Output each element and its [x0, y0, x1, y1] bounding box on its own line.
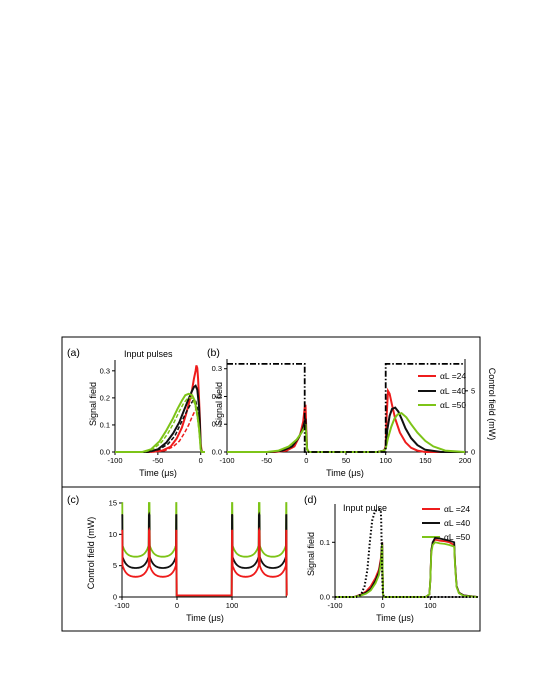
legend-label-40: αL =40	[444, 518, 470, 528]
series-line	[227, 411, 466, 453]
x-tick-label: 150	[419, 456, 432, 465]
y-tick-label: 5	[113, 561, 117, 570]
series-line	[115, 392, 205, 453]
series-line	[121, 511, 288, 597]
series-line	[227, 406, 465, 453]
panel-b-ylabel: Signal field	[214, 382, 224, 426]
control-field-line	[227, 362, 465, 453]
x-tick-label: 0	[175, 601, 179, 610]
input-pulse-line	[335, 508, 478, 598]
legend-label-24: αL =24	[440, 371, 466, 381]
x-tick-label: -50	[152, 456, 163, 465]
series-line	[115, 399, 205, 453]
y-tick-label: 0	[113, 593, 117, 602]
panel-b-legend: αL =24 αL =40 αL =50	[418, 371, 466, 410]
y-tick-label: 0.3	[100, 366, 110, 375]
x-tick-label: 0	[381, 601, 385, 610]
y-tick-label: 0.2	[212, 392, 222, 401]
y-tick-label: 0.0	[320, 593, 330, 602]
panel-a-ylabel: Signal field	[88, 382, 98, 426]
y-tick-label: 0.2	[100, 393, 110, 402]
panel-a-annotation: Input pulses	[124, 349, 173, 359]
series-line	[121, 502, 288, 597]
y-tick-label: 0.0	[100, 448, 110, 457]
legend-label-50: αL =50	[444, 532, 470, 542]
series-line	[115, 406, 205, 453]
legend-label-24: αL =24	[444, 504, 470, 514]
panel-b-label: (b)	[207, 347, 220, 359]
x-tick-label: 100	[379, 456, 392, 465]
x-tick-label: -100	[219, 456, 234, 465]
panel-d-ylabel: Signal field	[306, 532, 316, 576]
panel-c-xlabel: Time (μs)	[186, 613, 224, 623]
panel-b-ylabel-right: Control field (mW)	[487, 368, 497, 441]
y-tick-label: 0.3	[212, 364, 222, 373]
y-tick-label-right: 0	[471, 448, 475, 457]
y-tick-label: 0.1	[212, 420, 222, 429]
panel-a-xlabel: Time (μs)	[139, 468, 177, 478]
y-tick-label: 0.1	[100, 420, 110, 429]
x-tick-label: 100	[226, 601, 239, 610]
panel-a-label: (a)	[67, 347, 80, 359]
panel-d-legend: αL =24 αL =40 αL =50	[422, 504, 470, 542]
x-tick-label: -100	[327, 601, 342, 610]
panel-b-xlabel: Time (μs)	[326, 468, 364, 478]
x-tick-label: -50	[261, 456, 272, 465]
y-tick-label: 0.1	[320, 538, 330, 547]
legend-label-40: αL =40	[440, 386, 466, 396]
series-line	[335, 541, 479, 598]
x-tick-label: 0	[304, 456, 308, 465]
plot-layer: -100 -50 00.00.10.20.3-100 -50 0 50 100 150 2000…	[100, 359, 479, 610]
x-tick-label: 50	[342, 456, 350, 465]
series-line	[121, 526, 288, 597]
legend-label-50: αL =50	[440, 400, 466, 410]
y-tick-label: 10	[109, 530, 117, 539]
y-tick-label-right: 5	[471, 386, 475, 395]
panel-d-label: (d)	[304, 494, 317, 506]
panel-c-label: (c)	[67, 494, 79, 506]
x-tick-label: 200	[459, 456, 472, 465]
y-tick-label: 0.0	[212, 448, 222, 457]
panel-c-ylabel: Control field (mW)	[86, 517, 96, 590]
series-line	[115, 397, 205, 453]
y-tick-label: 15	[109, 499, 117, 508]
panel-d-annotation: Input pulse	[343, 503, 387, 513]
panel-d-xlabel: Time (μs)	[376, 613, 414, 623]
x-tick-label: 100	[424, 601, 437, 610]
x-tick-label: -100	[114, 601, 129, 610]
x-tick-label: -100	[107, 456, 122, 465]
x-tick-label: 0	[199, 456, 203, 465]
bottom-frame	[61, 486, 481, 632]
